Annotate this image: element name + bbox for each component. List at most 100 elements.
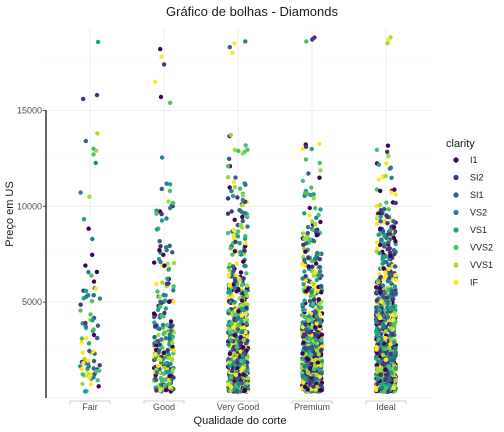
data-point (164, 216, 169, 221)
data-point (233, 175, 238, 180)
data-point (233, 312, 238, 317)
data-point (314, 215, 319, 220)
data-point (389, 370, 394, 376)
data-point (314, 384, 320, 390)
data-point (241, 372, 246, 377)
data-point (245, 376, 250, 381)
data-point (91, 366, 96, 371)
data-point (300, 302, 305, 307)
data-point (306, 314, 312, 319)
data-point (160, 322, 166, 328)
data-point (83, 324, 89, 329)
data-point (95, 323, 101, 328)
data-point (388, 326, 394, 331)
data-point (244, 356, 250, 361)
data-point (386, 266, 391, 272)
data-point (244, 317, 250, 322)
data-point (152, 79, 158, 84)
data-point (376, 232, 381, 237)
data-point (228, 360, 233, 365)
y-tick-label: 5000 (22, 297, 42, 307)
data-point (376, 162, 382, 167)
data-point (301, 380, 306, 385)
data-point (232, 249, 238, 254)
data-point (378, 188, 383, 194)
data-point (301, 282, 306, 287)
data-point (309, 290, 314, 295)
data-point (152, 314, 157, 320)
data-point (91, 279, 97, 284)
data-point (313, 222, 318, 227)
data-point (245, 338, 250, 343)
data-point (96, 384, 101, 389)
data-point (236, 286, 241, 292)
data-point (389, 273, 394, 278)
data-point (380, 352, 386, 358)
data-point (392, 187, 397, 192)
data-point (235, 327, 241, 332)
data-point (229, 321, 234, 327)
data-point (83, 138, 89, 144)
data-point (163, 336, 169, 341)
data-point (378, 214, 383, 220)
data-point (226, 273, 232, 278)
data-point (153, 377, 158, 382)
data-point (383, 173, 388, 179)
data-point (238, 270, 244, 275)
data-point (168, 361, 173, 367)
data-point (159, 186, 164, 192)
data-point (156, 356, 162, 362)
data-point (227, 268, 232, 273)
data-point (232, 285, 237, 291)
data-point (228, 246, 233, 251)
data-point (307, 237, 313, 242)
data-point (225, 211, 231, 216)
data-point (380, 283, 386, 288)
data-point (306, 370, 311, 376)
data-point (163, 377, 168, 382)
data-point (162, 365, 167, 370)
data-point (155, 307, 161, 313)
data-point (309, 258, 315, 264)
data-point (163, 387, 169, 393)
data-point (316, 352, 321, 357)
data-point (383, 273, 389, 279)
data-point (91, 327, 96, 332)
data-point (89, 299, 95, 304)
data-point (244, 381, 250, 386)
data-point (239, 209, 244, 214)
data-point (152, 324, 158, 329)
data-point (374, 387, 379, 393)
data-point (95, 335, 100, 341)
data-point (385, 389, 391, 394)
data-point (160, 280, 165, 285)
data-point (241, 350, 247, 356)
data-point (95, 378, 100, 383)
data-point (382, 389, 387, 394)
data-point (228, 388, 233, 393)
data-point (387, 345, 392, 351)
data-point (234, 261, 239, 266)
data-point (307, 213, 312, 218)
data-point (158, 94, 164, 100)
data-point (240, 218, 245, 224)
data-point (385, 149, 390, 154)
data-point (238, 222, 244, 228)
data-point (166, 355, 171, 361)
data-point (240, 197, 245, 203)
data-point (318, 207, 323, 212)
data-point (230, 50, 235, 56)
data-point (306, 264, 311, 269)
data-point (316, 366, 321, 371)
data-point (311, 281, 316, 287)
data-point (243, 39, 248, 44)
data-point (162, 310, 167, 316)
data-point (164, 248, 169, 253)
data-point (157, 248, 162, 253)
data-point (230, 264, 236, 269)
data-point (239, 306, 244, 312)
data-point (311, 301, 316, 307)
data-point (240, 345, 246, 350)
legend-label: VVS1 (470, 260, 493, 270)
data-point (155, 338, 161, 344)
